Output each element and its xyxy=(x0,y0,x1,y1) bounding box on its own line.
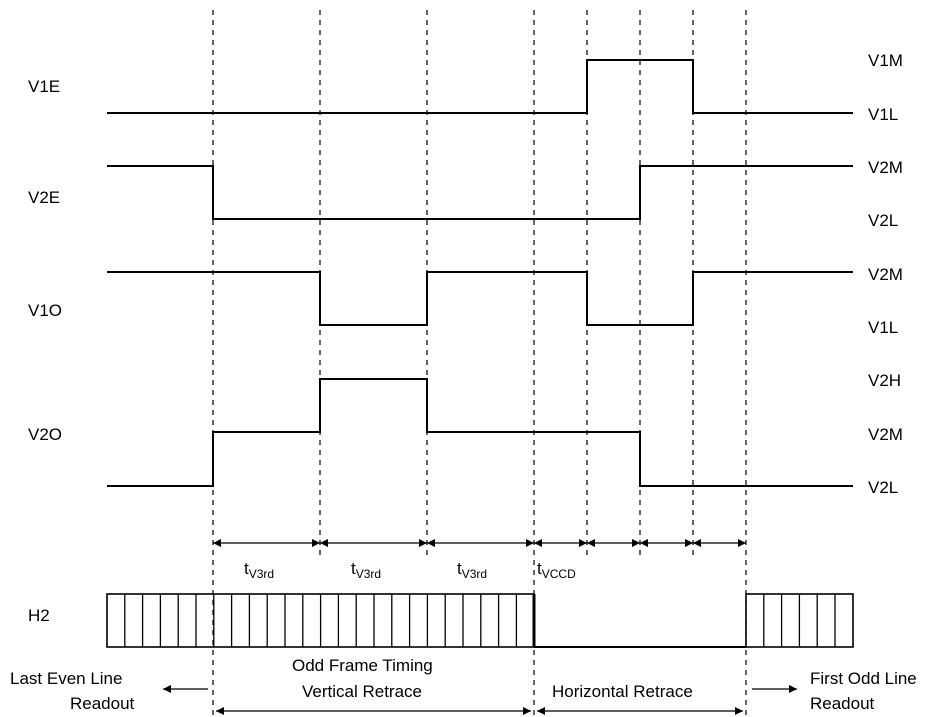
horizontal-retrace-label: Horizontal Retrace xyxy=(552,682,693,701)
level-label-v2l-o: V2L xyxy=(868,478,898,497)
level-label-v1l: V1L xyxy=(868,105,898,124)
signal-label-v2o: V2O xyxy=(28,425,62,444)
interval-label-4: tVCCD xyxy=(537,559,576,581)
signal-label-h2: H2 xyxy=(28,606,50,625)
h2-clock-ticks-left xyxy=(124,594,518,647)
odd-frame-timing-label: Odd Frame Timing xyxy=(292,656,433,675)
signal-label-v1e: V1E xyxy=(28,77,60,96)
readout-label-right: Readout xyxy=(810,694,875,713)
waveform-v1o xyxy=(107,271,853,326)
level-label-v2m-o: V2M xyxy=(868,425,903,444)
interval-label-1: tV3rd xyxy=(244,559,274,581)
level-label-v2m: V2M xyxy=(868,158,903,177)
waveform-v1e xyxy=(107,59,853,114)
level-label-v1m: V1M xyxy=(868,51,903,70)
h2-clock-ticks-right xyxy=(763,594,836,647)
level-label-v2l: V2L xyxy=(868,211,898,230)
readout-label-left: Readout xyxy=(70,694,135,713)
level-label-v2m-odd: V2M xyxy=(868,265,903,284)
vertical-retrace-label: Vertical Retrace xyxy=(302,682,422,701)
interval-label-2: tV3rd xyxy=(351,559,381,581)
first-odd-line-label: First Odd Line xyxy=(810,669,917,688)
interval-label-3: tV3rd xyxy=(457,559,487,581)
last-even-line-label: Last Even Line xyxy=(10,669,122,688)
signal-label-v1o: V1O xyxy=(28,301,62,320)
level-label-v1l-odd: V1L xyxy=(868,318,898,337)
signal-label-v2e: V2E xyxy=(28,188,60,207)
level-label-v2h: V2H xyxy=(868,371,901,390)
guide-lines xyxy=(212,10,747,717)
waveform-v2o xyxy=(107,378,853,487)
waveform-v2e xyxy=(107,165,853,220)
